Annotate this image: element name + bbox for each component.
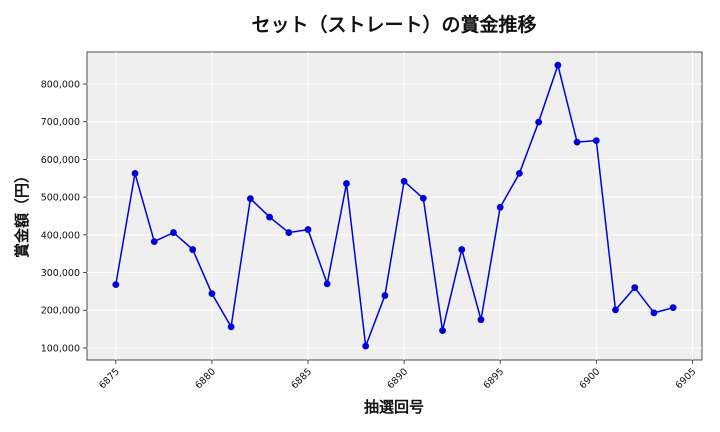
data-point (439, 327, 446, 334)
data-point (112, 281, 120, 289)
x-tick-label: 6905 (674, 366, 699, 391)
data-point (150, 238, 158, 246)
y-tick-label: 100,000 (41, 343, 80, 354)
x-axis: 6875 6880 6885 6890 6895 6900 6905 (97, 360, 699, 391)
data-point (458, 246, 466, 253)
x-tick-label: 6890 (385, 366, 410, 391)
x-tick-label: 6900 (578, 366, 603, 391)
x-axis-label: 抽選回号 (364, 398, 424, 416)
data-point (650, 309, 658, 317)
x-tick-label: 6880 (193, 366, 218, 391)
data-point (343, 180, 350, 187)
data-point (419, 194, 427, 202)
data-point (381, 292, 389, 299)
data-point (592, 137, 600, 144)
data-point (285, 229, 293, 236)
data-point (323, 280, 331, 288)
data-point (189, 246, 197, 253)
y-tick-label: 700,000 (41, 117, 80, 128)
data-point (477, 316, 485, 324)
plot-area (86, 51, 703, 361)
data-point (170, 229, 177, 236)
y-tick-label: 400,000 (41, 230, 80, 241)
x-tick-label: 6875 (97, 366, 122, 391)
y-axis: 100,000 200,000 300,000 400,000 500,000 600,0… (41, 80, 87, 354)
y-tick-label: 500,000 (41, 193, 80, 204)
data-point (227, 323, 235, 331)
data-point (516, 169, 523, 177)
y-tick-label: 800,000 (41, 80, 80, 91)
y-tick-label: 300,000 (41, 268, 80, 279)
x-tick-label: 6895 (481, 366, 506, 391)
data-point (612, 306, 619, 314)
y-tick-label: 200,000 (41, 306, 80, 317)
series (112, 61, 677, 350)
data-point (131, 169, 139, 177)
y-tick-label: 600,000 (41, 155, 80, 166)
chart-title: セット（ストレート）の賞金推移 (251, 13, 536, 36)
x-tick-label: 6885 (289, 366, 314, 391)
data-point (266, 213, 273, 221)
y-axis-label: 賞金額（円） (13, 168, 31, 258)
data-point (400, 177, 408, 185)
data-point (246, 195, 254, 203)
data-point (669, 304, 677, 311)
data-point (631, 284, 639, 292)
data-point (535, 118, 543, 126)
data-point (208, 290, 216, 298)
data-point (554, 61, 562, 69)
data-point (573, 138, 581, 146)
data-point (362, 342, 370, 350)
data-point (304, 226, 312, 233)
data-point (496, 203, 504, 211)
